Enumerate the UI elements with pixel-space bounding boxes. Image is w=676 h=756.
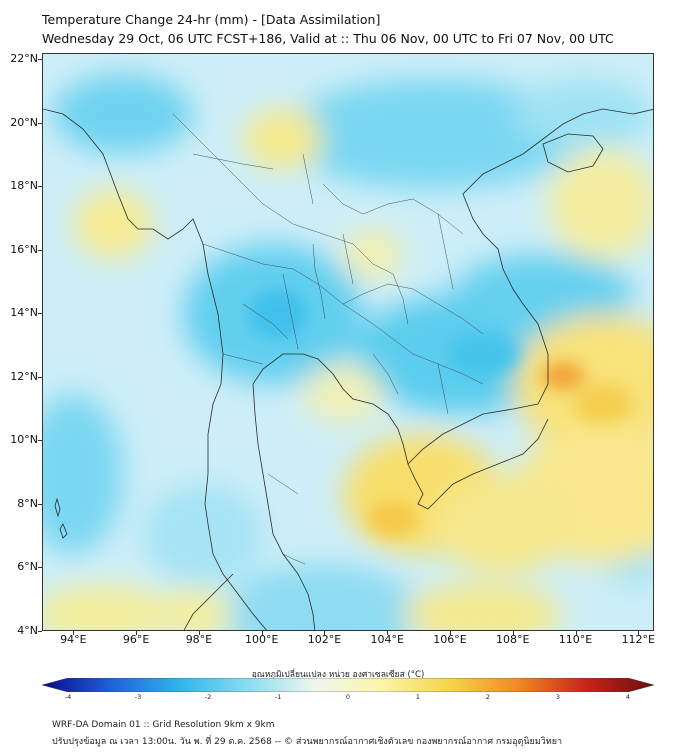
x-tick-mark: [387, 631, 389, 635]
coast-andaman-1: [54, 497, 61, 518]
x-tick-label: 102°E: [307, 633, 342, 646]
colorbar-tick-label: -1: [274, 693, 282, 701]
colorbar-gradient: [42, 678, 654, 692]
colorbar-tick-label: 1: [415, 693, 421, 701]
x-tick-label: 112°E: [621, 633, 656, 646]
y-tick-label: 18°N: [10, 179, 38, 193]
colorbar-tick-label: 0: [345, 693, 351, 701]
x-tick-mark: [638, 631, 640, 635]
x-tick-label: 98°E: [185, 633, 213, 646]
y-tick-label: 6°N: [17, 560, 38, 574]
x-tick-mark: [324, 631, 326, 635]
y-tick-mark: [38, 440, 42, 442]
y-tick-mark: [38, 631, 42, 632]
x-tick-mark: [73, 631, 75, 635]
colorbar-tick-label: 2: [485, 693, 491, 701]
field-hotspots: [248, 289, 633, 537]
y-tick-mark: [38, 249, 42, 251]
x-tick-label: 110°E: [558, 633, 593, 646]
colorbar-label: อุณหภูมิเปลี่ยนแปลง หน่วย องศาเซลเซียส (…: [251, 670, 425, 680]
y-tick-label: 16°N: [10, 242, 38, 256]
x-tick-label: 100°E: [244, 633, 279, 646]
x-tick-label: 96°E: [122, 633, 150, 646]
coast-mekong-delta: [407, 418, 549, 510]
y-tick-mark: [38, 122, 42, 124]
colorbar-tick-label: -3: [134, 693, 142, 701]
colorbar-tick-label: -4: [64, 693, 72, 701]
footer-credit: ปรับปรุงข้อมูล ณ เวลา 13:00น. วัน พ. ที่…: [52, 737, 563, 747]
map-title: Temperature Change 24-hr (mm) - [Data As…: [42, 12, 381, 27]
map-subtitle: Wednesday 29 Oct, 06 UTC FCST+186, Valid…: [42, 31, 614, 46]
colorbar-tick-label: 4: [625, 693, 631, 701]
coast-myanmar: [43, 108, 224, 555]
y-tick-label: 4°N: [17, 624, 38, 637]
admin-borders: [172, 113, 484, 565]
y-tick-label: 10°N: [10, 433, 38, 447]
coast-sumatra: [183, 573, 234, 630]
x-tick-label: 104°E: [370, 633, 404, 646]
coast-peninsula-east: [252, 383, 316, 630]
x-tick-label: 108°E: [496, 633, 530, 646]
y-tick-label: 12°N: [10, 369, 38, 383]
y-tick-mark: [38, 186, 42, 188]
coast-andaman-2: [59, 523, 68, 539]
y-tick-mark: [38, 503, 42, 505]
x-tick-label: 106°E: [433, 633, 467, 646]
coast-peninsula-west: [212, 553, 267, 630]
x-tick-mark: [450, 631, 451, 635]
y-tick-mark: [38, 313, 42, 315]
x-tick-mark: [198, 631, 200, 635]
y-tick-label: 14°N: [10, 306, 38, 320]
temperature-change-map: [43, 54, 653, 630]
colorbar-tick-label: -2: [204, 693, 212, 701]
x-tick-mark: [261, 631, 263, 635]
footer-model-info: WRF-DA Domain 01 :: Grid Resolution 9km …: [52, 720, 275, 730]
colorbar-tick-label: 3: [555, 693, 561, 701]
coastlines: [43, 108, 653, 630]
coast-hainan: [542, 133, 604, 173]
y-tick-mark: [38, 567, 42, 569]
x-tick-mark: [575, 631, 577, 635]
x-tick-label: 94°E: [60, 633, 87, 646]
y-tick-label: 20°N: [10, 115, 38, 129]
y-tick-mark: [38, 376, 42, 378]
x-tick-mark: [136, 631, 138, 635]
colorbar: [42, 678, 654, 692]
x-tick-mark: [512, 631, 514, 635]
coast-gulf-vietnam: [252, 108, 653, 465]
y-tick-label: 8°N: [17, 496, 38, 510]
y-tick-label: 22°N: [10, 52, 38, 66]
map-panel: [42, 53, 654, 631]
y-tick-mark: [38, 59, 42, 61]
